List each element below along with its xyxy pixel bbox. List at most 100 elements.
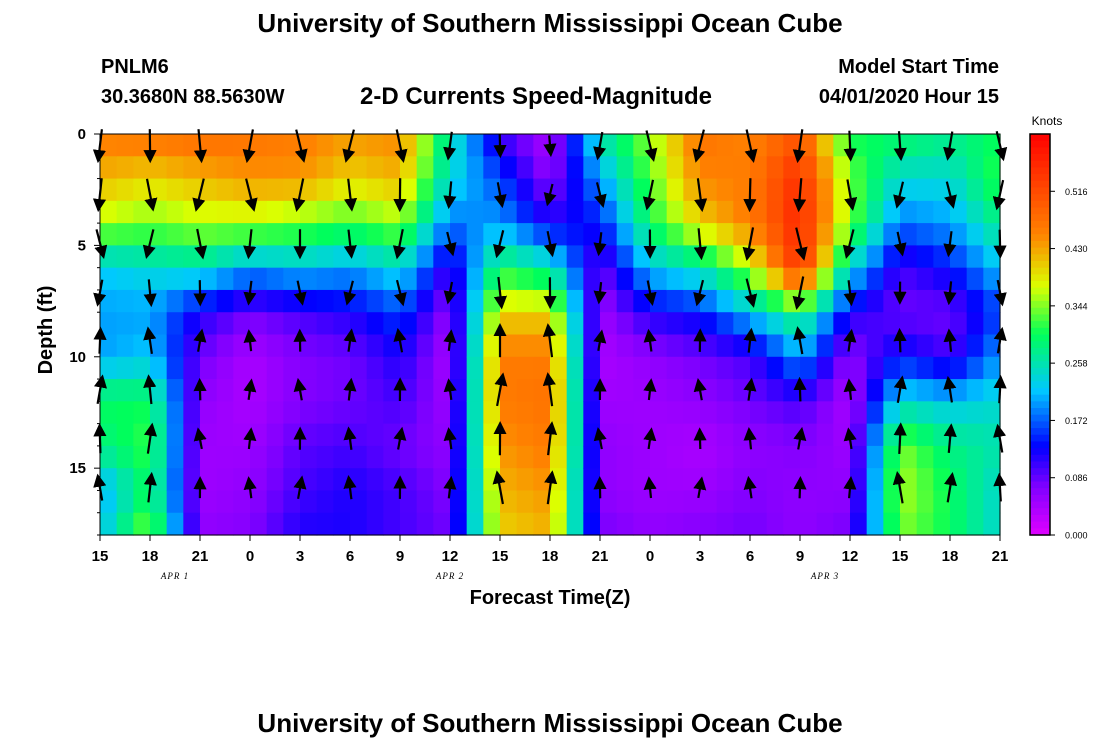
heatmap-cell <box>316 401 334 425</box>
heatmap-cell <box>616 134 634 157</box>
heatmap-cell <box>316 200 334 224</box>
current-arrow <box>443 281 457 305</box>
heatmap-cell <box>366 490 384 514</box>
heatmap-cell <box>100 512 118 536</box>
heatmap-cell <box>866 445 884 469</box>
heatmap-cell <box>866 245 884 269</box>
heatmap-cell <box>516 134 534 157</box>
heatmap-cell <box>266 468 284 492</box>
heatmap-cell <box>700 156 718 180</box>
colorbar-segment <box>1030 281 1050 289</box>
heatmap-cell <box>566 289 584 313</box>
heatmap-cell <box>450 512 468 536</box>
heatmap-cell <box>833 423 851 447</box>
heatmap-cell <box>133 356 151 380</box>
heatmap-cell <box>166 245 184 269</box>
current-arrow <box>893 131 907 162</box>
heatmap-cell <box>583 223 601 246</box>
heatmap-cell <box>183 512 201 536</box>
heatmap-cell <box>733 423 751 447</box>
heatmap-cell <box>833 312 851 336</box>
heatmap-cell <box>183 223 201 246</box>
current-arrow <box>394 129 408 163</box>
heatmap-cell <box>583 512 601 536</box>
heatmap-cell <box>666 379 684 402</box>
heatmap-cell <box>966 134 984 157</box>
heatmap-cell <box>383 200 401 224</box>
heatmap-cell <box>300 512 318 536</box>
heatmap-cell <box>866 156 884 180</box>
heatmap-cell <box>900 423 918 447</box>
heatmap-cell <box>750 423 768 447</box>
heatmap-cell <box>700 512 718 536</box>
colorbar-segment <box>1030 334 1050 342</box>
heatmap-cell <box>616 334 634 358</box>
heatmap-cell <box>666 512 684 536</box>
current-arrow <box>843 476 857 499</box>
heatmap-cell <box>466 134 484 157</box>
heatmap-cell <box>516 312 534 336</box>
colorbar-segment <box>1030 200 1050 209</box>
current-arrow <box>742 227 756 262</box>
heatmap-cell <box>616 512 634 536</box>
heatmap-cell <box>216 312 234 336</box>
heatmap-cell <box>666 289 684 313</box>
heatmap-cell <box>566 312 584 336</box>
heatmap-cell <box>216 356 234 380</box>
heatmap-cell <box>483 289 501 313</box>
heatmap-cell <box>750 401 768 425</box>
heatmap-cell <box>366 289 384 313</box>
heatmap-cell <box>883 490 901 514</box>
colorbar-segment <box>1030 394 1050 402</box>
heatmap-cell <box>900 200 918 224</box>
heatmap-cell <box>316 245 334 269</box>
heatmap-cell <box>783 267 801 291</box>
heatmap-cell <box>883 512 901 536</box>
heatmap-cell <box>583 445 601 469</box>
heatmap-cell <box>900 334 918 358</box>
heatmap-cell <box>200 223 218 246</box>
heatmap-cell <box>516 512 534 536</box>
heatmap-cell <box>966 178 984 202</box>
heatmap-cell <box>133 200 151 224</box>
heatmap-cell <box>400 401 418 425</box>
current-arrow <box>893 375 907 403</box>
x-tick-label: 6 <box>746 548 754 565</box>
current-arrow <box>643 280 657 306</box>
heatmap-cell <box>850 223 868 246</box>
heatmap-cell <box>666 490 684 514</box>
heatmap-cell <box>633 490 651 514</box>
heatmap-cell <box>716 512 734 536</box>
heatmap-cell <box>666 356 684 380</box>
heatmap-cell <box>916 267 934 291</box>
colorbar-tick-label: 0.086 <box>1065 473 1088 483</box>
heatmap-cell <box>716 223 734 246</box>
heatmap-cell <box>450 245 468 269</box>
heatmap-cell <box>450 379 468 402</box>
heatmap-cell <box>916 312 934 336</box>
heatmap-cell <box>816 289 834 313</box>
heatmap-cell <box>750 379 768 402</box>
heatmap-cell <box>700 267 718 291</box>
heatmap-cell <box>533 245 551 269</box>
colorbar-segment <box>1030 501 1050 509</box>
heatmap-cell <box>166 200 184 224</box>
heatmap-cell <box>650 312 668 336</box>
heatmap-cell <box>716 468 734 492</box>
heatmap-cell <box>216 134 234 157</box>
heatmap-cell <box>383 178 401 202</box>
heatmap-cell <box>350 156 368 180</box>
heatmap-cell <box>116 223 134 246</box>
heatmap-cell <box>600 223 618 246</box>
heatmap-cell <box>150 490 168 514</box>
heatmap-cell <box>516 178 534 202</box>
heatmap-cell <box>100 312 118 336</box>
current-arrow <box>443 475 457 499</box>
heatmap-cell <box>183 334 201 358</box>
colorbar-segment <box>1030 307 1050 316</box>
heatmap-cell <box>666 445 684 469</box>
heatmap-cell <box>650 200 668 224</box>
heatmap-cell <box>266 401 284 425</box>
heatmap-cell <box>983 178 1001 202</box>
heatmap-cell <box>166 401 184 425</box>
